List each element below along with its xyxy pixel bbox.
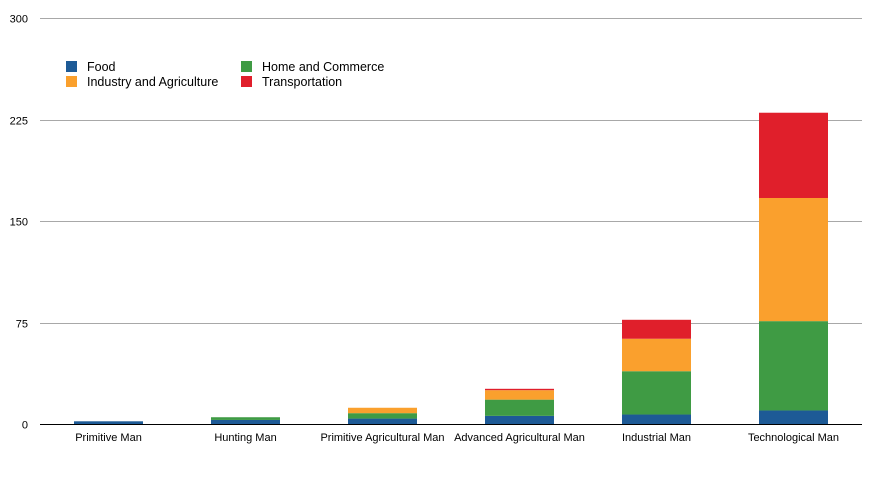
bar-segment-food: [74, 421, 143, 424]
x-tick-label: Primitive Agricultural Man: [320, 432, 444, 444]
legend-label: Industry and Agriculture: [87, 75, 218, 89]
legend-swatch: [66, 61, 77, 72]
y-tick-label: 300: [10, 14, 28, 26]
legend-label: Food: [87, 60, 116, 74]
bar-segment-food: [622, 414, 691, 424]
bar-segment-transportation: [759, 112, 828, 198]
bars: [74, 112, 828, 424]
y-tick-label: 75: [16, 319, 28, 331]
bar-segment-home-and-commerce: [622, 371, 691, 415]
legend-label: Transportation: [262, 75, 342, 89]
x-tick-label: Primitive Man: [75, 432, 142, 444]
legend-label: Home and Commerce: [262, 60, 384, 74]
legend-swatch: [241, 61, 252, 72]
bar-segment-home-and-commerce: [485, 399, 554, 416]
bar-segment-industry-and-agriculture: [759, 197, 828, 322]
bar-segment-food: [348, 418, 417, 424]
y-tick-label: 150: [10, 217, 28, 229]
y-tick-label: 0: [22, 420, 28, 432]
bar-segment-home-and-commerce: [348, 413, 417, 419]
bar-segment-food: [211, 419, 280, 424]
gridlines: [40, 18, 862, 324]
y-tick-labels: 0 75 150 225 300: [10, 14, 28, 432]
legend: Food Home and Commerce Industry and Agricu…: [66, 60, 384, 89]
bar-segment-food: [485, 415, 554, 424]
bar-segment-transportation: [485, 388, 554, 391]
bar-segment-industry-and-agriculture: [485, 390, 554, 400]
bar-segment-industry-and-agriculture: [622, 338, 691, 372]
bar-segment-food: [759, 410, 828, 424]
x-tick-label: Industrial Man: [622, 432, 691, 444]
bar-segment-home-and-commerce: [759, 321, 828, 411]
y-tick-label: 225: [10, 116, 28, 128]
x-tick-labels: Primitive Man Hunting Man Primitive Agricu…: [75, 432, 839, 444]
legend-swatch: [241, 76, 252, 87]
bar-segment-transportation: [622, 319, 691, 339]
bar-segment-home-and-commerce: [211, 417, 280, 420]
x-tick-label: Advanced Agricultural Man: [454, 432, 585, 444]
x-tick-label: Technological Man: [748, 432, 839, 444]
bar-segment-industry-and-agriculture: [348, 407, 417, 414]
legend-swatch: [66, 76, 77, 87]
x-tick-label: Hunting Man: [214, 432, 276, 444]
